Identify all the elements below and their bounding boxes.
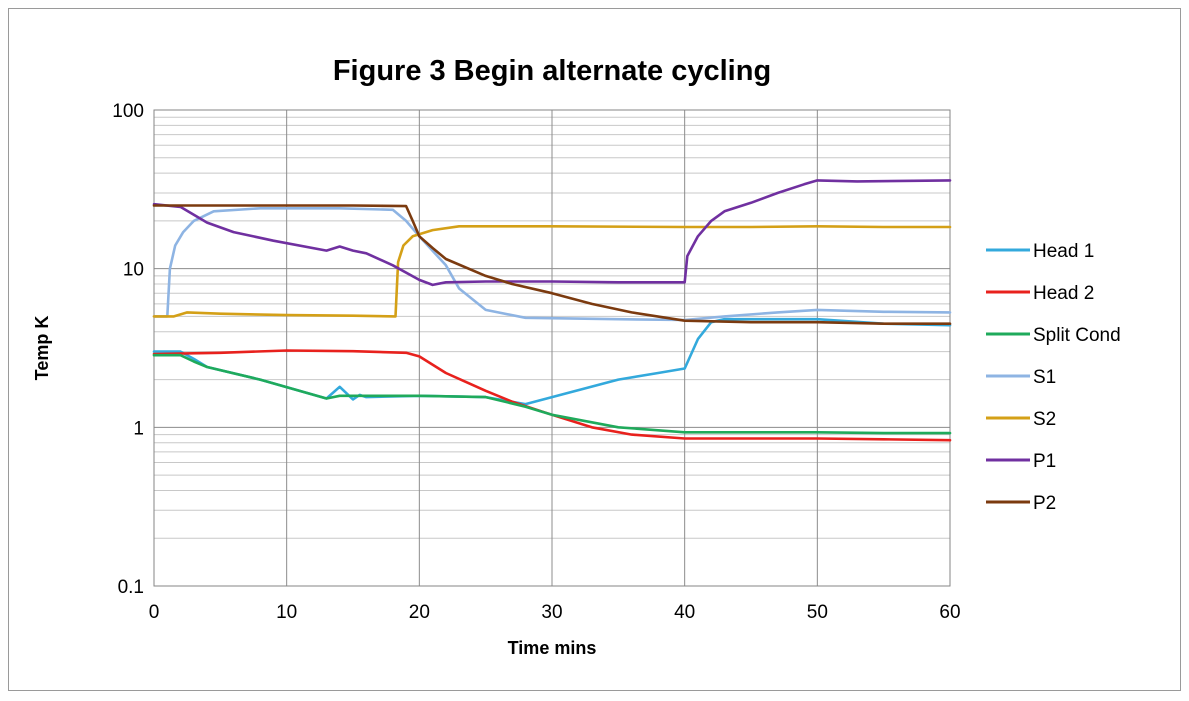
series-line-p2 — [152, 204, 952, 326]
x-tick-label: 60 — [939, 602, 960, 623]
x-tick-label: 0 — [149, 602, 160, 623]
x-axis-tick-labels: 0 10 20 30 40 50 60 — [149, 602, 961, 623]
series-line-head-2 — [152, 349, 952, 442]
x-axis-title: Time mins — [508, 638, 597, 658]
legend-label: Split Cond — [1033, 325, 1121, 346]
x-tick-label: 10 — [276, 602, 297, 623]
x-tick-label: 20 — [409, 602, 430, 623]
y-tick-label: 0.1 — [118, 577, 144, 598]
x-tick-label: 40 — [674, 602, 695, 623]
legend: Head 1 Head 2 Split Cond S1 S2 P1 P2 — [986, 241, 1121, 514]
y-tick-label: 100 — [112, 101, 144, 122]
legend-label: S2 — [1033, 409, 1056, 430]
legend-label: P1 — [1033, 451, 1056, 472]
series-line-s2 — [152, 225, 952, 318]
y-axis-tick-labels: 0.1 1 10 100 — [112, 101, 144, 598]
legend-label: Head 1 — [1033, 241, 1094, 262]
legend-label: S1 — [1033, 367, 1056, 388]
y-tick-label: 1 — [133, 418, 144, 439]
chart-title: Figure 3 Begin alternate cycling — [333, 55, 771, 87]
y-axis-title: Temp K — [32, 316, 52, 381]
x-tick-label: 50 — [807, 602, 828, 623]
plot-area — [153, 109, 951, 587]
series-lines — [152, 179, 952, 442]
legend-label: P2 — [1033, 493, 1056, 514]
legend-label: Head 2 — [1033, 283, 1094, 304]
x-tick-label: 30 — [541, 602, 562, 623]
series-line-p1 — [152, 179, 952, 287]
chart-frame — [8, 8, 1181, 691]
series-line-split-cond — [152, 353, 952, 435]
y-tick-label: 10 — [123, 260, 144, 281]
